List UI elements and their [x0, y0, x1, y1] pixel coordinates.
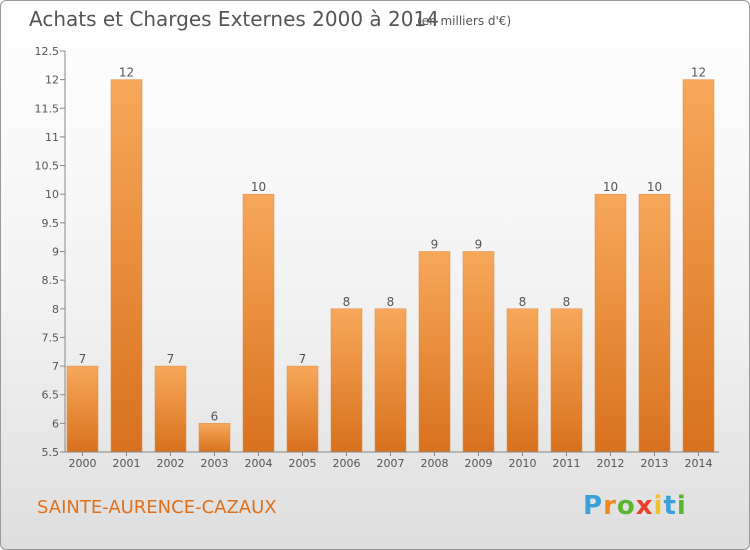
logo-letter: t: [663, 491, 677, 521]
bar-value-label: 10: [603, 180, 618, 194]
bar-2014: [682, 79, 715, 453]
y-tick-label: 7: [52, 360, 59, 373]
y-tick-label: 9: [52, 246, 59, 259]
bar-value-label: 9: [431, 238, 439, 252]
y-tick-label: 12.5: [35, 45, 60, 58]
chart-title: Achats et Charges Externes 2000 à 2014: [29, 7, 439, 31]
bar-2009: [462, 251, 495, 453]
y-tick-label: 11.5: [35, 102, 60, 115]
y-tick-label: 10.5: [35, 160, 60, 173]
x-axis: 2000 2001 2002 2003 2004 2005 2006 2007 2008 2009…: [65, 451, 719, 470]
bar-value-label: 12: [119, 66, 134, 80]
x-tick-label: 2001: [113, 457, 141, 470]
proxiti-logo: Proxiti: [583, 491, 687, 521]
logo-letter: r: [603, 491, 617, 521]
y-tick-label: 9.5: [42, 217, 60, 230]
logo-letter: P: [583, 491, 604, 521]
y-tick-label: 7.5: [42, 331, 60, 344]
bar-2010: [506, 308, 539, 453]
bar-value-label: 7: [79, 352, 87, 366]
x-tick-label: 2005: [289, 457, 317, 470]
bar-2012: [594, 193, 627, 453]
bar-value-label: 8: [387, 295, 395, 309]
y-tick-label: 11: [45, 131, 59, 144]
y-tick-label: 5.5: [42, 446, 60, 459]
bar-value-label: 8: [343, 295, 351, 309]
x-tick-label: 2000: [69, 457, 97, 470]
y-tick-label: 10: [45, 188, 59, 201]
bar-value-label: 10: [251, 180, 266, 194]
bar-2011: [550, 308, 583, 453]
bar-2006: [330, 308, 363, 453]
x-tick-label: 2002: [157, 457, 185, 470]
y-tick-label: 6.5: [42, 389, 60, 402]
x-tick-label: 2009: [465, 457, 493, 470]
bar-2002: [154, 365, 187, 453]
bar-value-label: 7: [167, 352, 175, 366]
logo-letter: o: [616, 491, 636, 521]
bar-value-label: 8: [519, 295, 527, 309]
bar-2003: [198, 423, 231, 453]
y-tick-label: 12: [45, 74, 59, 87]
x-tick-label: 2013: [641, 457, 669, 470]
y-tick-label: 6: [52, 417, 59, 430]
bar-2004: [242, 193, 275, 453]
logo-letter: i: [653, 491, 664, 521]
y-tick-label: 8: [52, 303, 59, 316]
bar-2005: [286, 365, 319, 453]
x-tick-label: 2014: [685, 457, 713, 470]
bar-value-label: 9: [475, 238, 483, 252]
x-tick-label: 2011: [553, 457, 581, 470]
commune-name: SAINTE-AURENCE-CAZAUX: [37, 497, 277, 518]
bar-value-label: 6: [211, 409, 219, 423]
bars: 7 12 7 6 10 7 8 8 9 9 8 8 10 10 12: [66, 66, 715, 453]
x-tick-label: 2004: [245, 457, 273, 470]
x-tick-label: 2008: [421, 457, 449, 470]
bar-value-label: 8: [563, 295, 571, 309]
bar-2007: [374, 308, 407, 453]
bar-2000: [66, 365, 99, 453]
x-tick-label: 2012: [597, 457, 625, 470]
x-tick-label: 2003: [201, 457, 229, 470]
chart-subtitle: (en milliers d'€): [417, 14, 512, 28]
bar-value-label: 7: [299, 352, 307, 366]
x-tick-label: 2007: [377, 457, 405, 470]
bar-value-label: 10: [647, 180, 662, 194]
y-axis: 5.5 6 6.5 7 7.5 8 8.5 9 9.5 10 10.5 11 11.5 12 12.5: [35, 45, 66, 459]
bar-2008: [418, 251, 451, 453]
x-tick-label: 2010: [509, 457, 537, 470]
logo-letter: x: [635, 491, 654, 521]
logo-letter: i: [676, 491, 687, 521]
y-tick-label: 8.5: [42, 274, 60, 287]
bar-2001: [110, 79, 143, 453]
x-tick-label: 2006: [333, 457, 361, 470]
bar-value-label: 12: [691, 66, 706, 80]
bar-2013: [638, 193, 671, 453]
